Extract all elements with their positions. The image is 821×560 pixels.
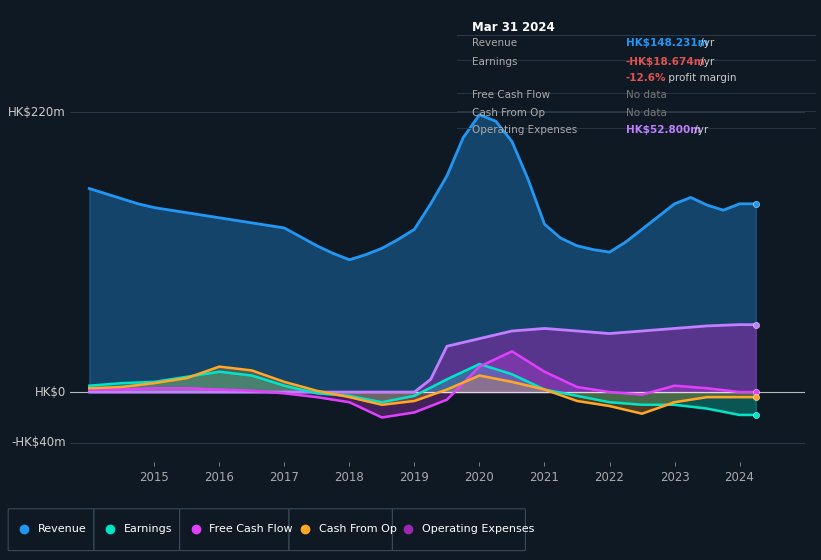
Text: HK$52.800m: HK$52.800m	[626, 125, 701, 135]
Text: No data: No data	[626, 90, 667, 100]
Text: /yr: /yr	[690, 125, 708, 135]
Text: HK$0: HK$0	[34, 385, 67, 399]
Text: HK$220m: HK$220m	[8, 106, 67, 119]
FancyBboxPatch shape	[94, 509, 180, 550]
FancyBboxPatch shape	[289, 509, 392, 550]
Text: Free Cash Flow: Free Cash Flow	[209, 524, 293, 534]
Text: Earnings: Earnings	[123, 524, 172, 534]
Text: HK$148.231m: HK$148.231m	[626, 38, 709, 48]
Text: -HK$40m: -HK$40m	[11, 436, 67, 450]
Text: Revenue: Revenue	[471, 38, 516, 48]
Text: -HK$18.674m: -HK$18.674m	[626, 57, 705, 67]
Text: profit margin: profit margin	[665, 73, 736, 83]
Text: Revenue: Revenue	[38, 524, 86, 534]
Text: Earnings: Earnings	[471, 57, 517, 67]
FancyBboxPatch shape	[180, 509, 289, 550]
Text: Cash From Op: Cash From Op	[471, 108, 544, 118]
Text: No data: No data	[626, 108, 667, 118]
Text: Free Cash Flow: Free Cash Flow	[471, 90, 550, 100]
FancyBboxPatch shape	[8, 509, 94, 550]
Text: Cash From Op: Cash From Op	[319, 524, 397, 534]
Text: Operating Expenses: Operating Expenses	[422, 524, 534, 534]
Text: /yr: /yr	[697, 57, 714, 67]
FancyBboxPatch shape	[392, 509, 525, 550]
Text: Mar 31 2024: Mar 31 2024	[471, 21, 554, 34]
Text: /yr: /yr	[697, 38, 714, 48]
Text: -12.6%: -12.6%	[626, 73, 667, 83]
Text: Operating Expenses: Operating Expenses	[471, 125, 577, 135]
